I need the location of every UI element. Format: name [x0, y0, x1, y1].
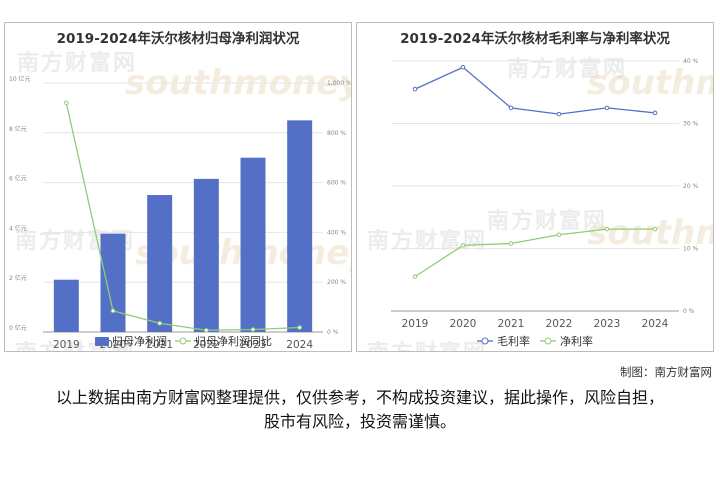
legend-marker — [544, 337, 552, 345]
x-tick-label: 2020 — [450, 318, 477, 330]
series-point — [652, 226, 658, 232]
x-tick-label: 2023 — [240, 339, 267, 351]
legend-marker — [481, 337, 489, 345]
y-right-tick-label: 0 % — [327, 329, 339, 336]
series-point — [508, 105, 514, 111]
series-point — [508, 241, 514, 246]
chart-credit: 制图：南方财富网 — [620, 365, 712, 379]
x-tick-label: 2022 — [193, 339, 220, 351]
y-right-tick-label: 30 % — [683, 121, 699, 128]
yoy-point — [250, 327, 256, 332]
x-tick-label: 2022 — [546, 318, 573, 330]
chart-title: 2019-2024年沃尔核材毛利率与净利率状况 — [400, 31, 670, 47]
y-right-tick-label: 1,000 % — [327, 80, 352, 87]
x-tick-label: 2021 — [146, 339, 173, 351]
net-profit-chart: 0 亿元 2 亿元 4 亿元 6 亿元 8 亿元 10 亿元 0 % 200 % 400 % 60… — [9, 75, 352, 351]
bar — [287, 120, 313, 332]
series-point — [604, 105, 610, 111]
y-right-tick-label: 10 % — [683, 246, 699, 253]
yoy-point — [64, 100, 69, 106]
yoy-point — [204, 327, 209, 333]
y-right-tick-label: 400 % — [327, 229, 346, 236]
legend-swatch-bar — [95, 337, 109, 346]
y-left-tick-label: 8 亿元 — [9, 125, 27, 133]
y-right-tick-label: 20 % — [683, 183, 699, 190]
y-left-tick-label: 4 亿元 — [9, 224, 27, 232]
y-right-tick-label: 200 % — [327, 279, 346, 286]
bar — [100, 233, 126, 332]
x-tick-label: 2024 — [286, 339, 313, 351]
bar — [240, 157, 266, 332]
y-right-tick-label: 40 % — [683, 58, 699, 65]
x-tick-label: 2019 — [53, 339, 80, 351]
series-point — [412, 86, 418, 92]
series-point — [412, 274, 418, 279]
legend-label: 净利率 — [560, 334, 593, 348]
series-line — [414, 66, 656, 115]
margin-chart: 0 % 10 % 20 % 30 % 40 % 2019 2020 2021 2022 2023 2… — [391, 58, 699, 348]
legend-marker — [179, 337, 187, 345]
y-left-tick-label: 0 亿元 — [9, 324, 27, 332]
yoy-series-line — [65, 102, 300, 331]
y-right-tick-label: 600 % — [327, 180, 346, 187]
x-tick-label: 2019 — [402, 318, 429, 330]
series-point — [460, 64, 466, 70]
x-tick-label: 2023 — [594, 318, 621, 330]
series-point — [556, 232, 562, 238]
bar — [53, 279, 79, 332]
legend-label: 归母净利润同比 — [195, 334, 272, 348]
margin-chart-panel: 南方财富网 southmoney.com 南方财富网 南方财富网 southmo… — [356, 22, 714, 352]
x-tick-label: 2024 — [642, 318, 669, 330]
legend-label: 毛利率 — [497, 334, 530, 348]
bar — [147, 195, 173, 332]
series-point — [556, 111, 562, 117]
bar — [193, 178, 219, 332]
chart-title: 2019-2024年沃尔核材归母净利润状况 — [56, 31, 300, 47]
legend-label: 归母净利润 — [112, 334, 167, 348]
series-point — [604, 226, 610, 232]
series-point — [460, 243, 466, 248]
yoy-point — [110, 308, 116, 314]
net-profit-chart-panel: 南方财富网 southmoney.com 南方财富网 southmoney.co… — [4, 22, 352, 352]
y-right-tick-label: 0 % — [683, 308, 695, 315]
y-right-tick-label: 800 % — [327, 130, 346, 137]
yoy-point — [157, 320, 162, 326]
x-tick-label: 2021 — [498, 318, 525, 330]
series-point — [652, 110, 658, 116]
y-left-tick-label: 2 亿元 — [9, 274, 27, 282]
y-left-tick-label: 6 亿元 — [9, 175, 27, 183]
y-left-tick-label: 10 亿元 — [9, 75, 31, 83]
yoy-point — [297, 325, 302, 330]
disclaimer-text: 以上数据由南方财富网整理提供，仅供参考，不构成投资建议，据此操作，风险自担，股市… — [55, 388, 664, 431]
series-line — [414, 228, 655, 278]
